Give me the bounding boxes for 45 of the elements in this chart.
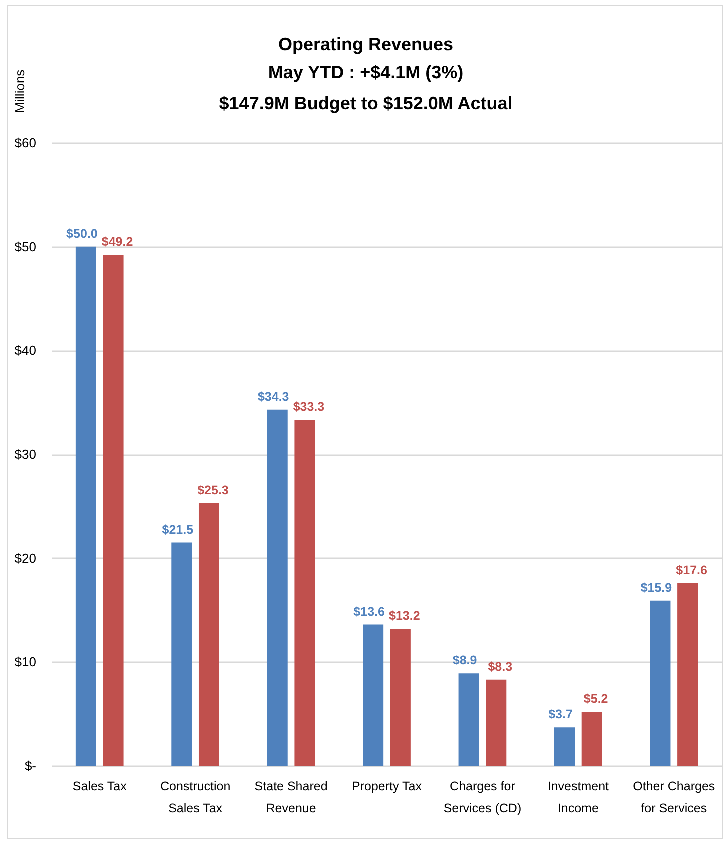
x-tick-label: Charges for Services (CD) [444, 780, 522, 816]
y-axis-title: Millions [12, 69, 28, 114]
chart-title: Operating Revenues [278, 34, 454, 54]
bar [650, 600, 671, 766]
bar [678, 583, 698, 766]
data-label: $50.0 [66, 226, 98, 241]
bar [294, 420, 316, 766]
y-tick-label: $- [24, 758, 36, 774]
bar [267, 410, 288, 766]
x-tick-label: Property Tax [352, 780, 423, 794]
bar [458, 674, 480, 766]
x-tick-label: Other Charges for Services [633, 780, 716, 816]
y-tick-label: $50 [14, 239, 36, 254]
data-label: $17.6 [676, 563, 708, 578]
bar [582, 712, 602, 766]
bar [198, 503, 220, 766]
y-tick-label: $20 [14, 550, 36, 566]
x-tick-label: Construction Sales Tax [160, 780, 231, 816]
data-label: $8.9 [452, 654, 478, 668]
bar [363, 624, 384, 766]
bar [76, 246, 96, 766]
data-label: $15.9 [640, 580, 672, 595]
bar [486, 680, 507, 766]
chart-subtitle: May YTD : +$4.1M (3%) $147.9M Budget to $152.0M Actual [219, 62, 513, 114]
y-tick-label: $30 [14, 447, 36, 462]
data-label: $49.2 [102, 235, 134, 250]
data-label: $33.3 [293, 400, 325, 414]
bar [554, 728, 576, 766]
data-label: $5.2 [584, 692, 608, 706]
data-label: $25.3 [198, 483, 229, 498]
x-tick-label: State Shared Revenue [254, 780, 328, 816]
data-label: $8.3 [488, 660, 513, 674]
data-label: $34.3 [258, 390, 290, 404]
y-tick-label: $60 [14, 136, 36, 150]
y-tick-label: $10 [14, 654, 36, 670]
y-tick-label: $40 [14, 343, 36, 358]
data-label: $13.2 [389, 608, 420, 623]
data-label: $3.7 [548, 708, 573, 722]
x-tick-label: Sales Tax [72, 780, 128, 794]
data-label: $13.6 [354, 604, 386, 619]
data-label: $21.5 [162, 522, 194, 537]
bar [103, 255, 124, 766]
bar [172, 542, 192, 766]
x-tick-label: Investment Income [548, 780, 610, 816]
bar [390, 628, 411, 766]
